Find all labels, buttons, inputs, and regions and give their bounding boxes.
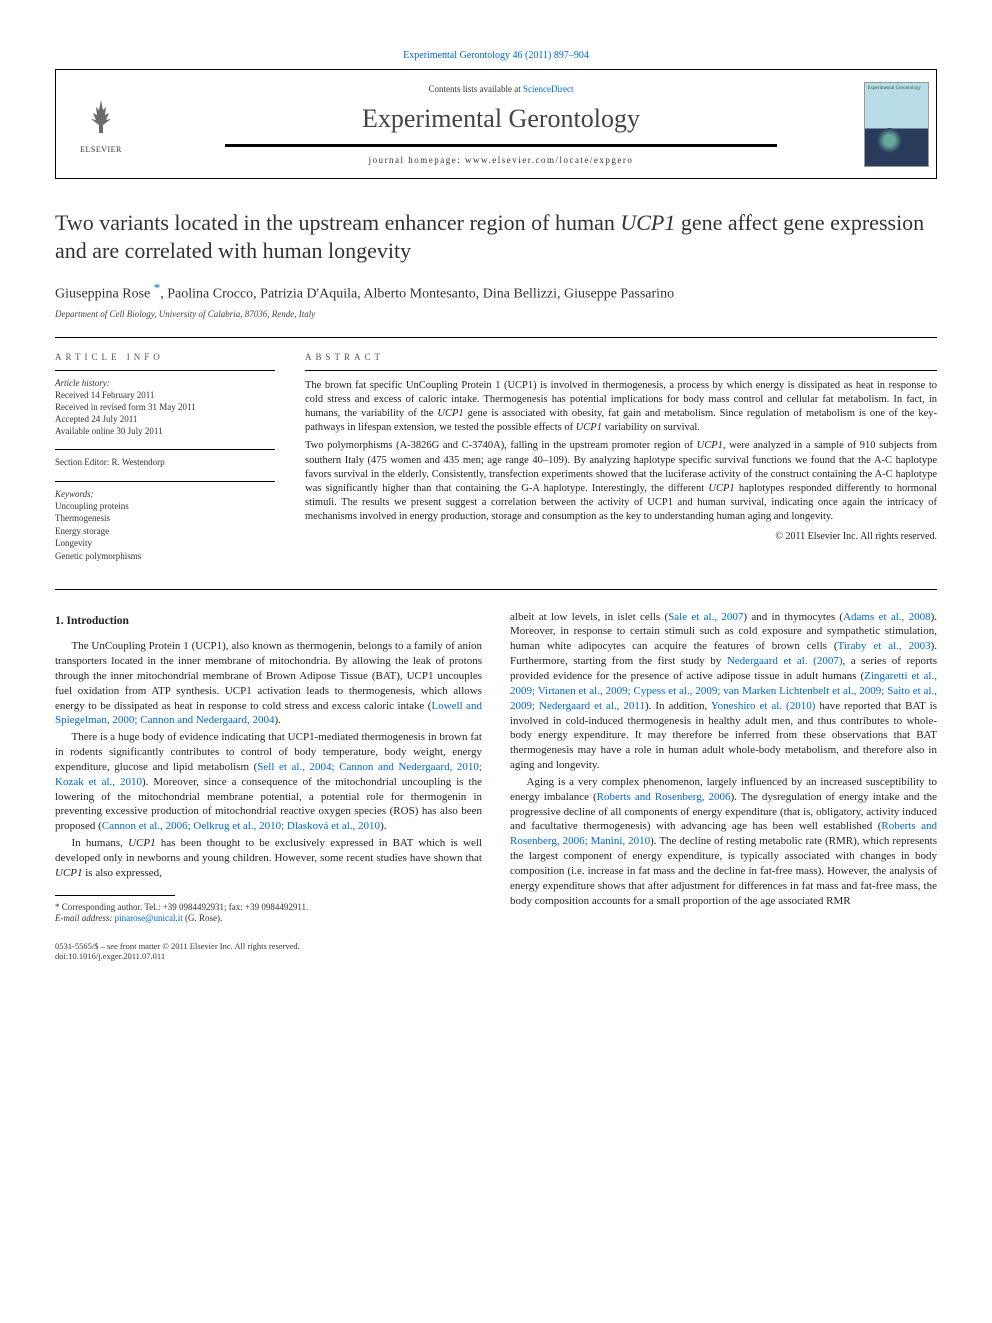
keywords-block: Keywords: Uncoupling proteins Thermogene… (55, 488, 275, 563)
section-editor: Section Editor: R. Westendorp (55, 456, 275, 468)
article-info-label: ARTICLE INFO (55, 352, 275, 362)
elsevier-logo: ELSEVIER (56, 70, 146, 178)
ref-link[interactable]: Adams et al., 2008 (843, 611, 930, 623)
abstract-text: The brown fat specific UnCoupling Protei… (305, 379, 937, 544)
top-citation: Experimental Gerontology 46 (2011) 897–9… (55, 50, 937, 61)
cover-image: Experimental Gerontology (864, 82, 929, 167)
right-column: albeit at low levels, in islet cells (Sa… (510, 610, 937, 925)
ref-link[interactable]: Sale et al., 2007 (668, 611, 743, 623)
homepage-line: journal homepage: www.elsevier.com/locat… (369, 155, 634, 165)
elsevier-text: ELSEVIER (80, 145, 122, 154)
left-column: 1. Introduction The UnCoupling Protein 1… (55, 610, 482, 925)
ref-link[interactable]: Cannon et al., 2006; Oelkrug et al., 201… (102, 820, 380, 832)
homepage-url: www.elsevier.com/locate/expgero (465, 155, 633, 165)
keyword: Thermogenesis (55, 512, 275, 525)
page-footer: 0531-5565/$ – see front matter © 2011 El… (55, 941, 937, 961)
ref-link[interactable]: Nedergaard et al. (2007) (727, 655, 843, 667)
top-citation-link[interactable]: Experimental Gerontology 46 (2011) 897–9… (403, 50, 589, 61)
copyright: © 2011 Elsevier Inc. All rights reserved… (305, 530, 937, 544)
body-columns: 1. Introduction The UnCoupling Protein 1… (55, 610, 937, 925)
authors: Giuseppina Rose *, Paolina Crocco, Patri… (55, 280, 937, 303)
abstract-column: ABSTRACT The brown fat specific UnCoupli… (305, 352, 937, 575)
ref-link[interactable]: Tiraby et al., 2003 (838, 640, 931, 652)
article-history: Article history: Received 14 February 20… (55, 377, 275, 438)
affiliation: Department of Cell Biology, University o… (55, 309, 937, 319)
keyword: Energy storage (55, 525, 275, 538)
header-center: Contents lists available at ScienceDirec… (146, 70, 856, 178)
email-link[interactable]: pinarose@unical.it (115, 913, 183, 923)
keyword: Uncoupling proteins (55, 500, 275, 513)
journal-title: Experimental Gerontology (362, 104, 640, 134)
cover-thumbnail: Experimental Gerontology (856, 70, 936, 178)
introduction-heading: 1. Introduction (55, 614, 482, 630)
footnote-separator (55, 895, 175, 896)
separator (225, 144, 777, 147)
abstract-label: ABSTRACT (305, 352, 937, 362)
contents-line: Contents lists available at ScienceDirec… (429, 84, 574, 94)
divider (55, 337, 937, 338)
divider (55, 589, 937, 590)
journal-header: ELSEVIER Contents lists available at Sci… (55, 69, 937, 179)
corresponding-footnote: * Corresponding author. Tel.: +39 098449… (55, 902, 482, 925)
ref-link[interactable]: Yoneshiro et al. (2010) (711, 700, 816, 712)
footer-doi: doi:10.1016/j.exger.2011.07.011 (55, 951, 300, 961)
keyword: Genetic polymorphisms (55, 550, 275, 563)
footer-copyright: 0531-5565/$ – see front matter © 2011 El… (55, 941, 300, 951)
ref-link[interactable]: Roberts and Rosenberg, 2006 (597, 791, 731, 803)
article-info-column: ARTICLE INFO Article history: Received 1… (55, 352, 275, 575)
elsevier-tree-icon (81, 95, 121, 143)
keyword: Longevity (55, 537, 275, 550)
article-title: Two variants located in the upstream enh… (55, 209, 937, 264)
sciencedirect-link[interactable]: ScienceDirect (523, 84, 573, 94)
